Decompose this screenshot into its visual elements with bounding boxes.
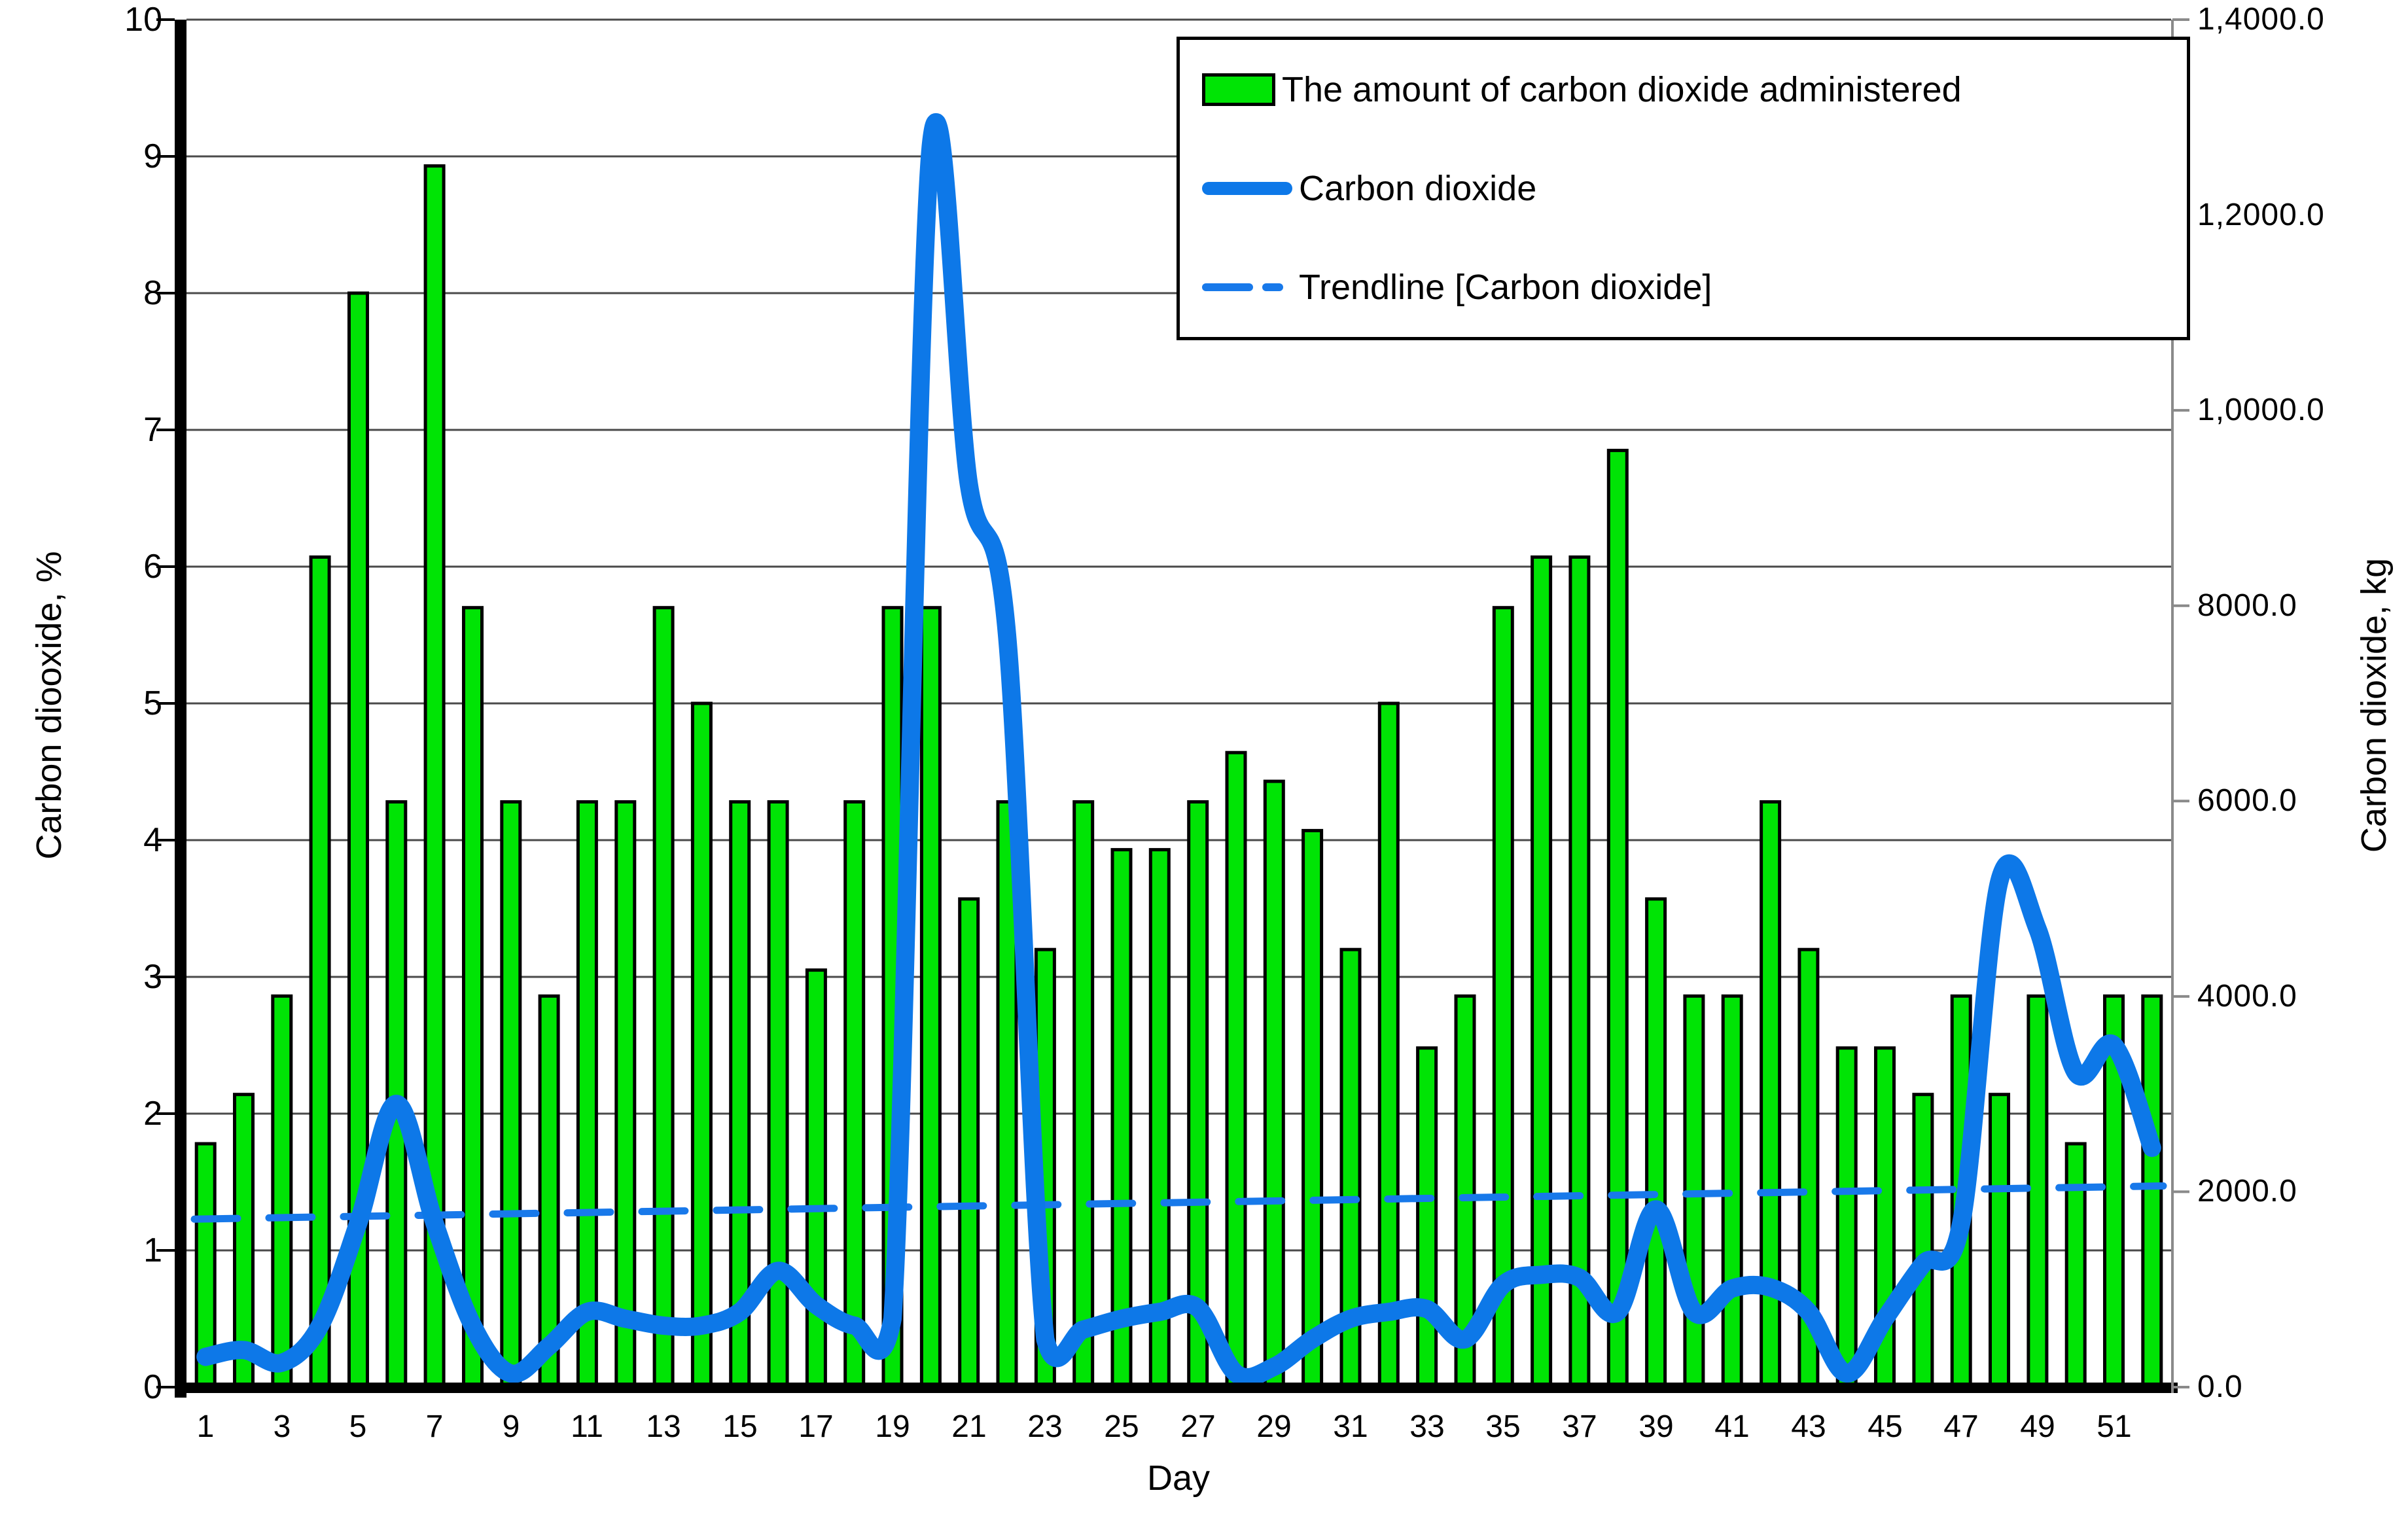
- right-tick-label: 1,0000.0: [2197, 393, 2325, 427]
- x-tick-label: 15: [722, 1409, 758, 1444]
- left-tick-label: 10: [124, 1, 162, 39]
- bar-day-18: [843, 800, 866, 1389]
- legend-item-trendline: Trendline [Carbon dioxide]: [1202, 267, 2187, 308]
- legend-label-trendline: Trendline [Carbon dioxide]: [1299, 268, 1712, 308]
- x-tick-label: 47: [1943, 1409, 1979, 1444]
- bar-day-32: [1377, 701, 1400, 1389]
- x-tick-label: 29: [1256, 1409, 1292, 1444]
- legend-item-line: Carbon dioxide: [1202, 168, 2187, 209]
- bar-day-11: [576, 800, 598, 1389]
- right-tick-label: 4000.0: [2197, 979, 2297, 1014]
- line-carbon-dioxide: [196, 113, 2161, 1386]
- bar-day-29: [1263, 779, 1285, 1389]
- bar-day-8: [462, 606, 484, 1389]
- trendline-swatch-icon: [1202, 283, 1292, 292]
- left-tick-label: 9: [143, 137, 162, 175]
- x-tick-label: 19: [875, 1409, 910, 1444]
- right-tick-label: 0.0: [2197, 1369, 2243, 1404]
- x-tick-label: 21: [951, 1409, 987, 1444]
- legend-item-bars: The amount of carbon dioxide administere…: [1202, 69, 2187, 110]
- right-axis-title: Carbon dioxide, kg: [2354, 557, 2394, 853]
- left-axis-title: Carbon diooxide, %: [29, 551, 69, 860]
- right-tick-label: 8000.0: [2197, 588, 2297, 623]
- bar-day-36: [1531, 555, 1553, 1389]
- bar-day-49: [2027, 994, 2049, 1389]
- bar-day-52: [2141, 994, 2163, 1389]
- bar-day-30: [1301, 828, 1324, 1389]
- x-tick-label: 5: [349, 1409, 367, 1444]
- bar-day-21: [958, 897, 980, 1389]
- left-tick-label: 8: [143, 274, 162, 312]
- bar-day-14: [690, 701, 713, 1389]
- bar-day-46: [1912, 1093, 1934, 1389]
- bar-day-33: [1416, 1046, 1438, 1389]
- x-tick-label: 3: [273, 1409, 291, 1444]
- left-axis-line: [175, 20, 186, 1398]
- bar-day-50: [2064, 1142, 2087, 1389]
- x-tick-label: 43: [1791, 1409, 1826, 1444]
- bar-day-10: [538, 994, 560, 1389]
- bar-day-3: [271, 994, 293, 1389]
- left-tick-label: 7: [143, 411, 162, 449]
- legend-label-line: Carbon dioxide: [1299, 168, 1537, 208]
- bar-series-swatch-icon: [1202, 73, 1275, 106]
- left-tick-label: 1: [143, 1231, 162, 1269]
- legend-label-bars: The amount of carbon dioxide administere…: [1282, 69, 1962, 109]
- x-tick-label: 37: [1562, 1409, 1597, 1444]
- x-tick-label: 13: [646, 1409, 681, 1444]
- left-tick-label: 3: [143, 958, 162, 996]
- bar-day-39: [1645, 897, 1667, 1389]
- right-tick-label: 1,4000.0: [2197, 2, 2325, 37]
- left-tick-label: 5: [143, 684, 162, 722]
- bar-day-9: [500, 800, 522, 1389]
- x-tick-label: 27: [1180, 1409, 1216, 1444]
- bar-day-6: [385, 800, 408, 1389]
- bar-day-13: [652, 606, 675, 1389]
- right-tick-label: 6000.0: [2197, 783, 2297, 818]
- x-tick-label: 11: [571, 1409, 603, 1444]
- x-axis-title: Day: [1146, 1458, 1211, 1498]
- x-tick-label: 33: [1409, 1409, 1445, 1444]
- bar-day-28: [1225, 750, 1247, 1389]
- line-series-swatch-icon: [1202, 181, 1292, 195]
- bar-day-17: [805, 968, 827, 1389]
- bar-day-15: [729, 800, 751, 1389]
- bar-day-44: [1835, 1046, 1858, 1389]
- bar-day-48: [1989, 1093, 2010, 1389]
- bottom-axis-line: [175, 1383, 2178, 1393]
- right-tick-label: 1,2000.0: [2197, 198, 2325, 232]
- right-tick-label: 2000.0: [2197, 1174, 2297, 1209]
- legend: The amount of carbon dioxide administere…: [1177, 37, 2190, 340]
- x-tick-label: 7: [425, 1409, 444, 1444]
- x-tick-label: 17: [798, 1409, 834, 1444]
- bar-day-38: [1606, 448, 1629, 1389]
- bar-day-2: [233, 1093, 255, 1389]
- x-tick-label: 49: [2020, 1409, 2055, 1444]
- x-tick-label: 25: [1104, 1409, 1139, 1444]
- x-tick-label: 41: [1714, 1409, 1750, 1444]
- x-tick-label: 23: [1027, 1409, 1063, 1444]
- left-tick-label: 6: [143, 548, 162, 586]
- left-tick-label: 2: [143, 1095, 162, 1133]
- bar-day-12: [614, 800, 637, 1389]
- bar-day-16: [767, 800, 789, 1389]
- left-tick-label: 0: [143, 1368, 162, 1406]
- bar-day-20: [919, 606, 942, 1389]
- x-tick-label: 9: [502, 1409, 520, 1444]
- x-tick-label: 35: [1485, 1409, 1521, 1444]
- bar-day-25: [1110, 848, 1133, 1389]
- bar-day-37: [1568, 555, 1591, 1389]
- x-tick-label: 51: [2097, 1409, 2132, 1444]
- x-tick-label: 39: [1638, 1409, 1674, 1444]
- bar-day-24: [1072, 800, 1095, 1389]
- x-tick-label: 1: [196, 1409, 215, 1444]
- x-tick-label: 31: [1333, 1409, 1368, 1444]
- bar-day-4: [309, 555, 331, 1389]
- x-tick-label: 45: [1868, 1409, 1903, 1444]
- left-tick-label: 4: [143, 821, 162, 859]
- trendline-carbon-dioxide: [190, 1182, 2167, 1223]
